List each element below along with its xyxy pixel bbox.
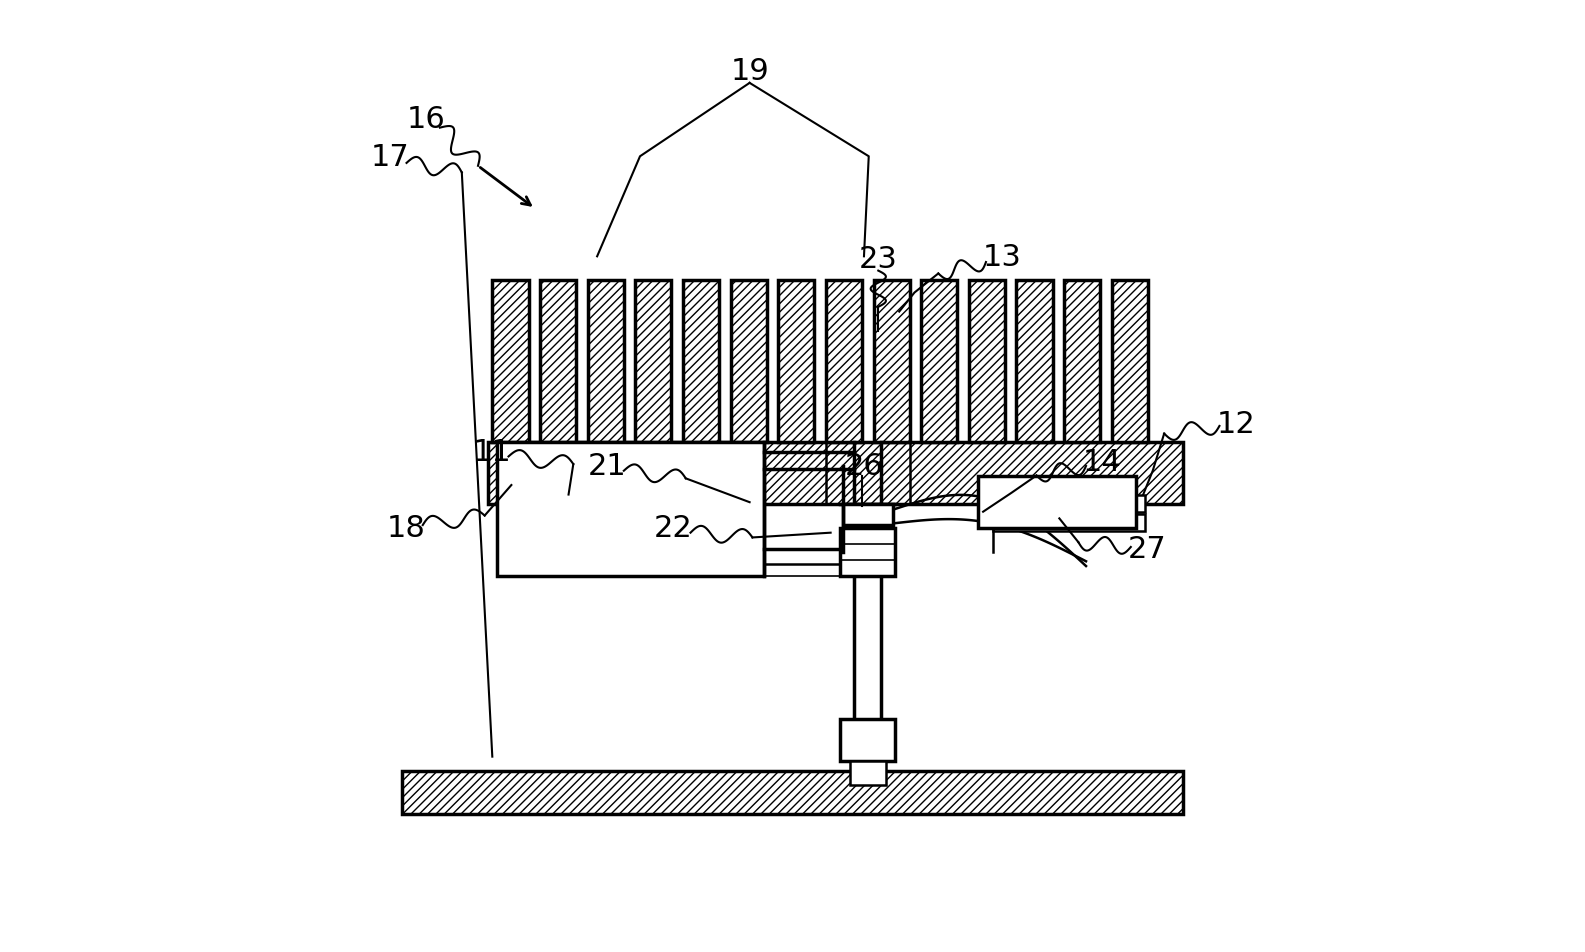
Text: 26: 26	[845, 452, 883, 481]
Bar	[540, 281, 577, 443]
Bar	[850, 762, 886, 785]
Text: 14: 14	[1083, 447, 1122, 476]
Bar	[921, 281, 957, 443]
Bar	[992, 495, 1144, 512]
Bar	[488, 443, 1184, 505]
Bar	[636, 281, 672, 443]
Text: 17: 17	[371, 143, 409, 171]
Bar	[1064, 281, 1100, 443]
Text: 21: 21	[588, 452, 626, 481]
Text: 12: 12	[1216, 409, 1255, 438]
Text: 13: 13	[983, 243, 1022, 271]
Bar	[873, 281, 910, 443]
Bar	[840, 719, 896, 762]
Text: 18: 18	[387, 514, 426, 543]
Bar	[992, 514, 1144, 531]
Bar	[843, 505, 892, 526]
Bar	[840, 528, 896, 576]
Bar	[401, 771, 1184, 814]
Bar	[1111, 281, 1148, 443]
Bar	[778, 281, 815, 443]
Text: 19: 19	[731, 57, 769, 86]
Bar	[493, 281, 528, 443]
Bar	[498, 443, 764, 576]
Bar	[683, 281, 720, 443]
Text: 22: 22	[655, 514, 693, 543]
Bar	[968, 281, 1005, 443]
Text: 11: 11	[472, 438, 512, 466]
Bar	[731, 281, 767, 443]
Text: 27: 27	[1127, 535, 1167, 564]
Bar	[588, 281, 624, 443]
Bar	[826, 281, 862, 443]
Text: 23: 23	[859, 245, 897, 273]
Text: 16: 16	[406, 105, 445, 133]
Bar	[1016, 281, 1052, 443]
Bar	[978, 476, 1135, 528]
